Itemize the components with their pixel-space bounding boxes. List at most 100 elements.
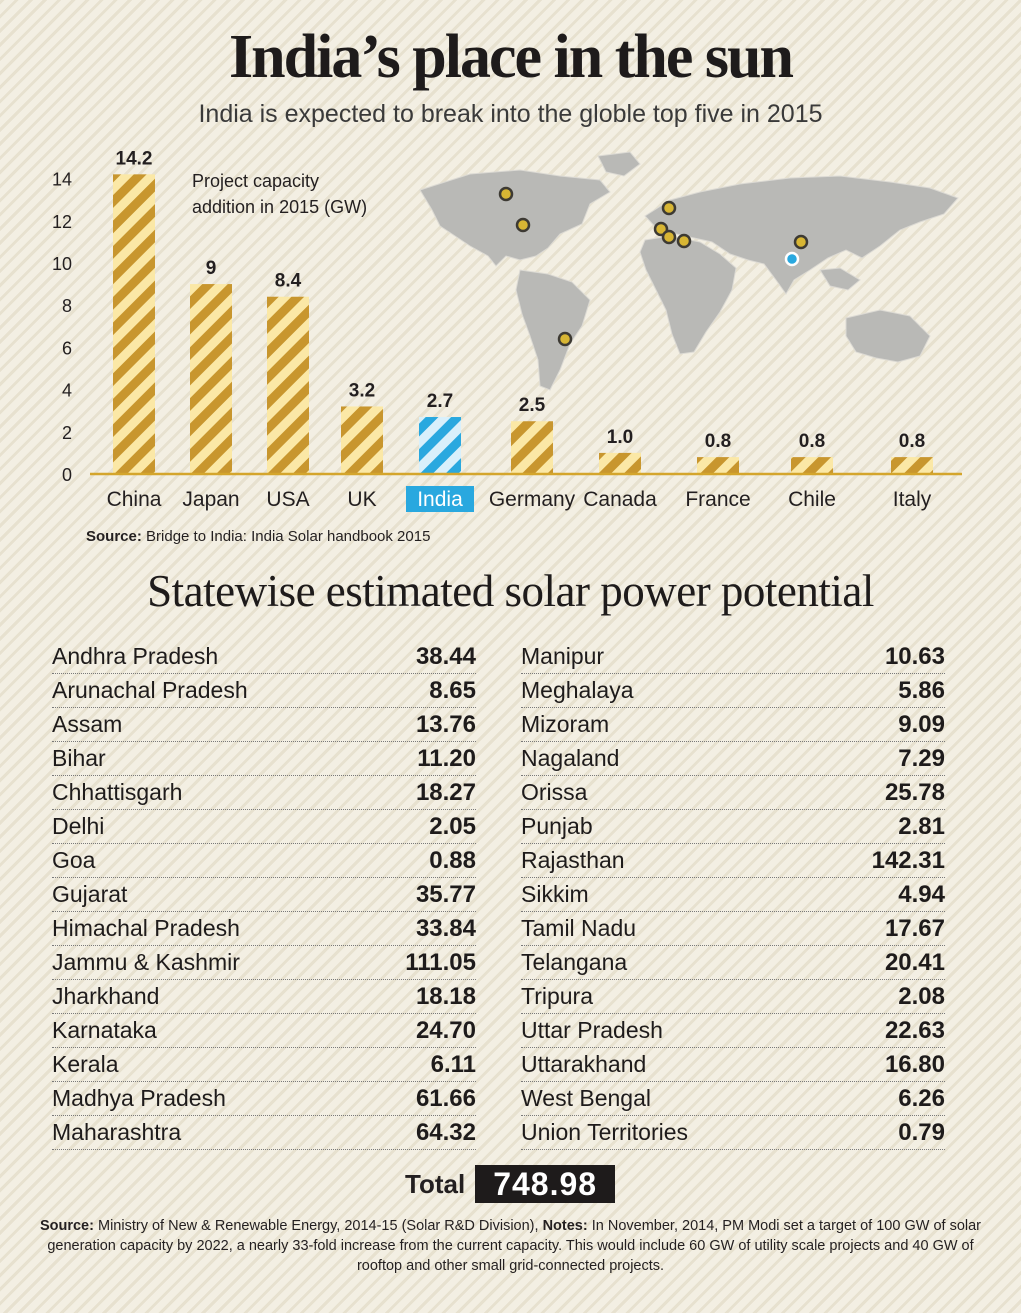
- value-label-chile: 0.8: [799, 431, 825, 452]
- state-row: Tripura 2.08: [521, 980, 945, 1014]
- india-label-highlight: [406, 486, 474, 512]
- x-label-italy: Italy: [893, 488, 932, 511]
- map-marker-usa: [515, 217, 531, 233]
- x-label-chile: Chile: [788, 488, 836, 511]
- bar-canada: [599, 452, 641, 474]
- state-name: Orissa: [521, 779, 588, 805]
- state-name: Tamil Nadu: [521, 915, 637, 941]
- state-value: 61.66: [415, 1084, 476, 1112]
- state-name: West Bengal: [521, 1085, 651, 1111]
- state-row: Andhra Pradesh 38.44: [52, 640, 476, 674]
- state-row: Karnataka 24.70: [52, 1014, 476, 1048]
- footnote-source-label: Source:: [39, 1218, 94, 1234]
- chart-source: Source: Bridge to India: India Solar han…: [86, 528, 430, 545]
- state-value: 25.78: [884, 778, 945, 806]
- chart-annotation-line2: addition in 2015 (GW): [192, 197, 367, 217]
- state-row: Uttar Pradesh 22.63: [521, 1014, 945, 1048]
- state-name: Himachal Pradesh: [52, 915, 240, 941]
- y-tick-label: 0: [62, 465, 72, 485]
- state-name: Delhi: [52, 813, 105, 839]
- total-row: Total 748.98: [405, 1164, 616, 1204]
- states-table-left: Andhra Pradesh 38.44 Arunachal Pradesh 8.65…: [52, 640, 476, 1150]
- state-row: Telangana 20.41: [521, 946, 945, 980]
- map-marker-india: [784, 251, 800, 267]
- footnote-source-text: Ministry of New & Renewable Energy, 2014…: [98, 1218, 539, 1234]
- state-name: Meghalaya: [521, 677, 634, 703]
- state-row: Jammu & Kashmir 111.05: [52, 946, 476, 980]
- state-value: 33.84: [415, 914, 476, 942]
- state-row: Himachal Pradesh 33.84: [52, 912, 476, 946]
- state-name: Kerala: [52, 1051, 119, 1077]
- state-name: Uttarakhand: [521, 1051, 647, 1077]
- state-row: Maharashtra 64.32: [52, 1116, 476, 1150]
- state-row: Chhattisgarh 18.27: [52, 776, 476, 810]
- value-label-usa: 8.4: [275, 271, 302, 292]
- state-value: 11.20: [417, 744, 476, 772]
- y-tick-label: 2: [62, 423, 72, 443]
- state-value: 2.05: [429, 812, 476, 840]
- state-value: 16.80: [884, 1050, 945, 1078]
- x-label-germany: Germany: [489, 488, 576, 511]
- state-name: Punjab: [521, 813, 593, 839]
- state-value: 20.41: [884, 948, 945, 976]
- capacity-bar-chart: Project capacity addition in 2015 (GW) 0…: [52, 148, 962, 512]
- state-row: Rajasthan 142.31: [521, 844, 945, 878]
- state-value: 5.86: [898, 676, 945, 704]
- state-row: Sikkim 4.94: [521, 878, 945, 912]
- state-value: 8.65: [429, 676, 476, 704]
- state-name: Jharkhand: [52, 983, 160, 1009]
- footnote-notes-text: In November, 2014, PM Modi set a target …: [47, 1218, 982, 1274]
- map-marker-uk: [661, 200, 677, 216]
- state-name: Chhattisgarh: [52, 779, 183, 805]
- state-name: Madhya Pradesh: [52, 1085, 226, 1111]
- state-value: 10.63: [884, 642, 945, 670]
- state-row: Gujarat 35.77: [52, 878, 476, 912]
- state-name: Telangana: [521, 949, 628, 975]
- bar-japan: [190, 284, 232, 474]
- value-label-uk: 3.2: [349, 380, 375, 401]
- state-name: Arunachal Pradesh: [52, 677, 248, 703]
- x-label-usa: USA: [266, 488, 309, 511]
- y-axis: 0 2 4 6 8 10 12 14: [52, 170, 72, 485]
- x-label-china: China: [107, 488, 162, 511]
- x-axis-labels: China Japan USA UK India Germany Canada France C…: [107, 486, 932, 512]
- chart-source-text: Bridge to India: India Solar handbook 20…: [146, 528, 431, 545]
- state-name: Rajasthan: [521, 847, 625, 873]
- map-marker-germany: [661, 229, 677, 245]
- y-tick-label: 10: [52, 254, 72, 274]
- state-row: Manipur 10.63: [521, 640, 945, 674]
- state-value: 18.18: [415, 982, 476, 1010]
- state-row: Orissa 25.78: [521, 776, 945, 810]
- state-name: Bihar: [52, 745, 106, 771]
- chart-source-label: Source:: [86, 528, 142, 545]
- state-value: 142.31: [871, 846, 945, 874]
- footnote-notes-label: Notes:: [542, 1218, 588, 1234]
- state-row: Meghalaya 5.86: [521, 674, 945, 708]
- state-name: Mizoram: [521, 711, 610, 737]
- state-value: 0.88: [429, 846, 476, 874]
- value-label-japan: 9: [206, 258, 217, 279]
- state-row: Bihar 11.20: [52, 742, 476, 776]
- total-label: Total: [405, 1168, 466, 1199]
- state-value: 6.11: [430, 1050, 476, 1078]
- x-label-japan: Japan: [182, 488, 239, 511]
- state-name: Assam: [52, 711, 123, 737]
- total-value: 748.98: [475, 1165, 616, 1203]
- state-value: 9.09: [898, 710, 945, 738]
- state-value: 24.70: [415, 1016, 476, 1044]
- state-row: Nagaland 7.29: [521, 742, 945, 776]
- state-value: 2.81: [898, 812, 945, 840]
- state-name: Gujarat: [52, 881, 128, 907]
- bar-china: [113, 174, 155, 474]
- y-tick-label: 4: [62, 381, 72, 401]
- state-row: Madhya Pradesh 61.66: [52, 1082, 476, 1116]
- section-title: Statewise estimated solar power potentia…: [147, 566, 874, 616]
- bar-germany: [511, 421, 553, 474]
- value-label-germany: 2.5: [519, 395, 546, 416]
- value-label-italy: 0.8: [899, 431, 925, 452]
- state-name: Tripura: [521, 983, 593, 1009]
- map-marker-canada: [498, 186, 514, 202]
- state-value: 6.26: [898, 1084, 945, 1112]
- state-row: Delhi 2.05: [52, 810, 476, 844]
- world-map-icon: [419, 151, 959, 391]
